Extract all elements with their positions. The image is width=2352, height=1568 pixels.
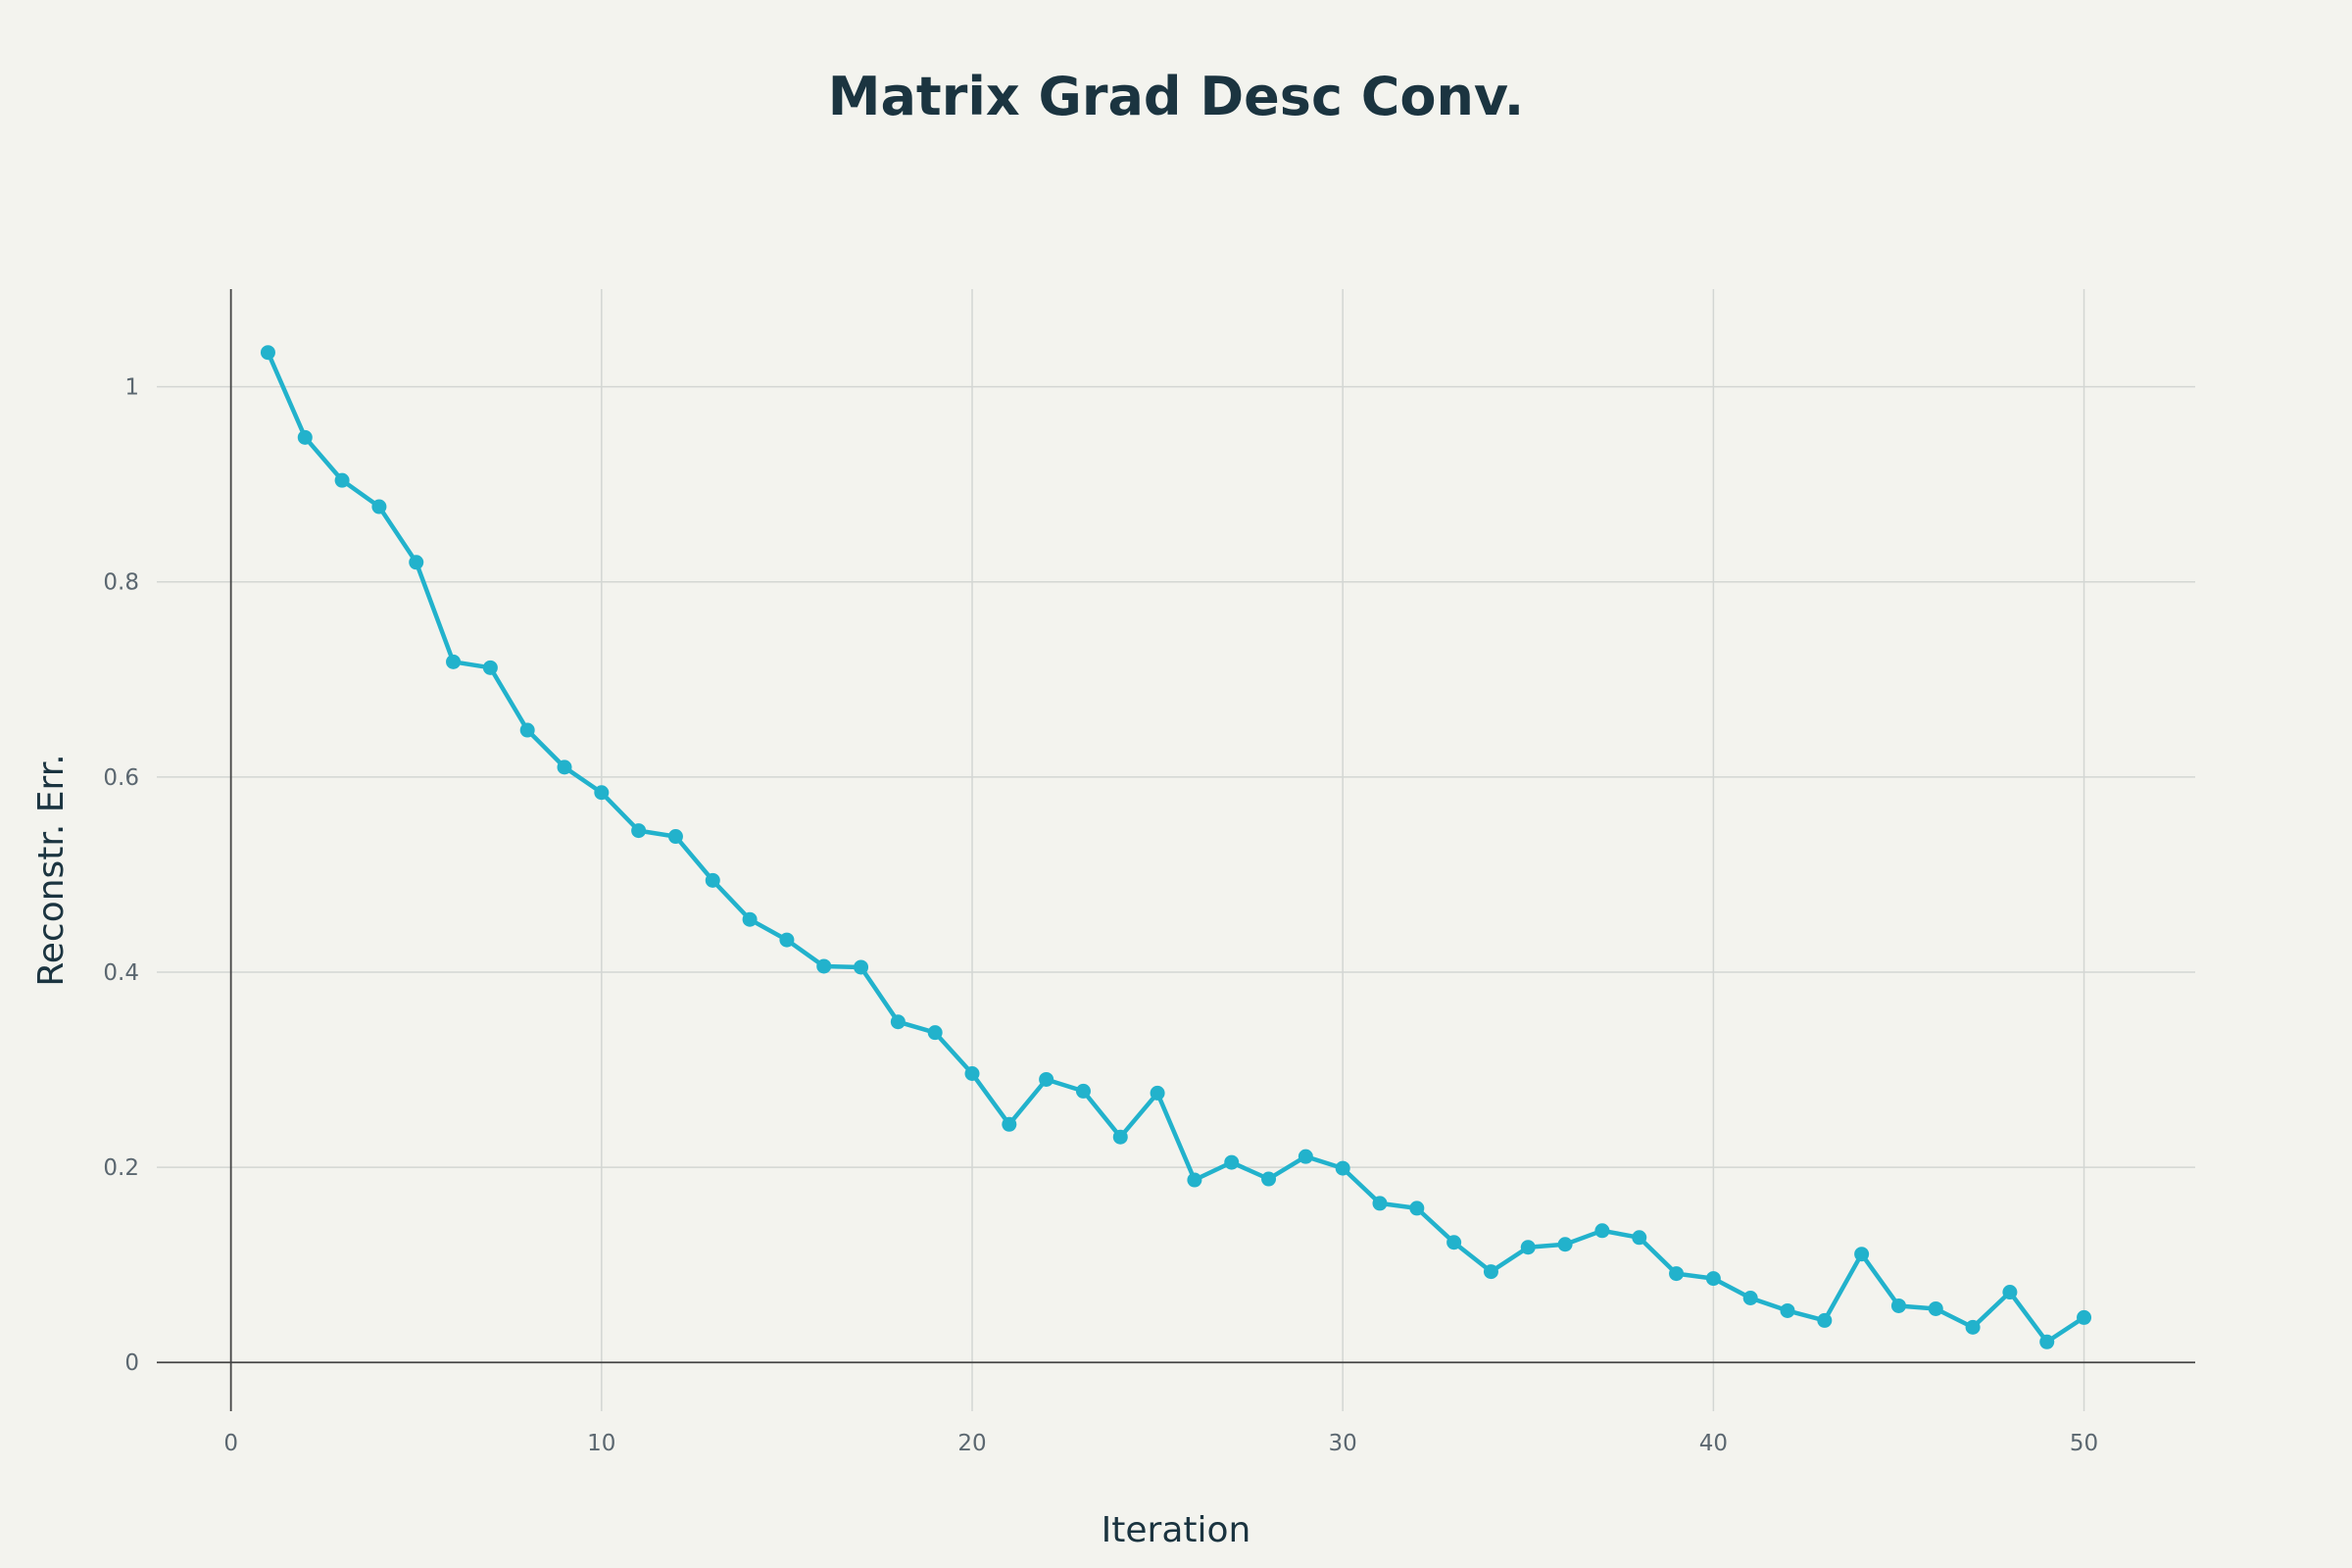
data-point [1409,1200,1425,1216]
y-axis-title: Reconstr. Err. [31,754,72,986]
x-tick-label: 10 [587,1431,615,1456]
data-point [779,932,795,948]
data-point [409,555,424,570]
data-point [854,959,869,975]
data-point [1187,1172,1202,1188]
data-point [1928,1300,1943,1316]
data-point [705,872,720,888]
data-point [1075,1083,1091,1099]
data-point [1520,1240,1536,1255]
x-axis-title: Iteration [1102,1510,1251,1550]
x-tick-label: 0 [223,1431,238,1456]
chart-title: Matrix Grad Desc Conv. [828,66,1525,127]
data-point [334,472,350,488]
axis-layer [157,289,2195,1411]
data-point [1112,1129,1128,1145]
data-point [519,722,535,738]
x-tick-label: 50 [2070,1431,2098,1456]
y-tick-label: 0.6 [103,765,139,791]
data-point [1742,1291,1758,1306]
y-tick-label: 0.4 [103,960,139,986]
data-point [1965,1319,1981,1335]
data-point [446,654,462,669]
data-point [1335,1160,1350,1176]
x-tick-label: 30 [1329,1431,1357,1456]
data-point [1890,1298,1906,1313]
tick-label-layer: 0 10 20 30 40 50 0 0.2 0.4 0.6 0.8 1 [103,375,2098,1456]
data-point [1632,1230,1647,1246]
data-point [1298,1149,1313,1164]
data-point [1150,1085,1165,1101]
data-point [2039,1334,2055,1349]
data-point [1483,1264,1498,1280]
data-point [1261,1171,1277,1187]
y-tick-label: 0 [124,1350,139,1376]
data-point [371,499,387,514]
data-point [594,785,610,801]
data-point [1669,1266,1685,1282]
data-point [1594,1223,1610,1239]
data-point [1372,1196,1388,1211]
data-point [260,345,275,361]
data-point [1224,1154,1240,1170]
data-point [964,1066,980,1082]
data-point [890,1014,906,1030]
x-tick-label: 40 [1699,1431,1728,1456]
data-point [1446,1235,1462,1250]
data-point [1817,1312,1833,1328]
data-point [2077,1309,2092,1325]
data-point [2002,1285,2018,1300]
data-point [557,760,572,775]
data-point [1705,1271,1721,1287]
data-point [1854,1247,1870,1262]
y-tick-label: 1 [124,375,139,401]
data-point [631,823,647,839]
y-tick-label: 0.2 [103,1155,139,1181]
x-tick-label: 20 [957,1431,986,1456]
data-point [816,958,832,974]
data-point [1039,1071,1054,1087]
data-point [1780,1302,1795,1318]
grid-layer [157,289,2195,1411]
data-point [297,429,313,445]
y-tick-label: 0.8 [103,570,139,596]
data-point [482,660,498,675]
data-point [1557,1237,1573,1252]
series-line [266,350,2086,1345]
data-point [667,829,683,845]
data-point [1002,1116,1017,1132]
data-point [742,911,758,927]
data-point [927,1025,943,1041]
series-layer [260,345,2092,1349]
